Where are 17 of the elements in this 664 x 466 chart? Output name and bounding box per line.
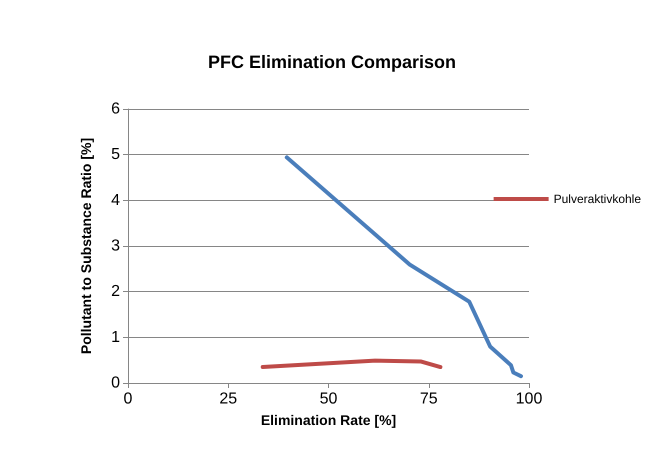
x-tick-label: 50 [320, 390, 338, 408]
chart-title: PFC Elimination Comparison [208, 52, 456, 72]
legend-label: Pulveraktivkohle [554, 192, 642, 206]
y-tick-label: 1 [111, 328, 120, 346]
x-tick-label: 25 [219, 390, 238, 408]
line-series [284, 155, 523, 378]
y-tick-label: 0 [111, 374, 120, 392]
x-tick-label: 0 [124, 390, 133, 408]
y-tick-label: 6 [111, 100, 120, 118]
x-tick-label: 75 [420, 390, 438, 408]
x-tick-label: 100 [516, 390, 542, 408]
y-tick-label: 4 [111, 192, 120, 209]
y-tick-label: 2 [111, 283, 120, 300]
y-tick-label: 5 [111, 146, 120, 164]
y-tick-label: 3 [111, 238, 120, 254]
x-axis-title: Elimination Rate [%] [260, 412, 396, 428]
y-axis-title: Pollutant to Substance Ratio [%] [78, 138, 94, 354]
